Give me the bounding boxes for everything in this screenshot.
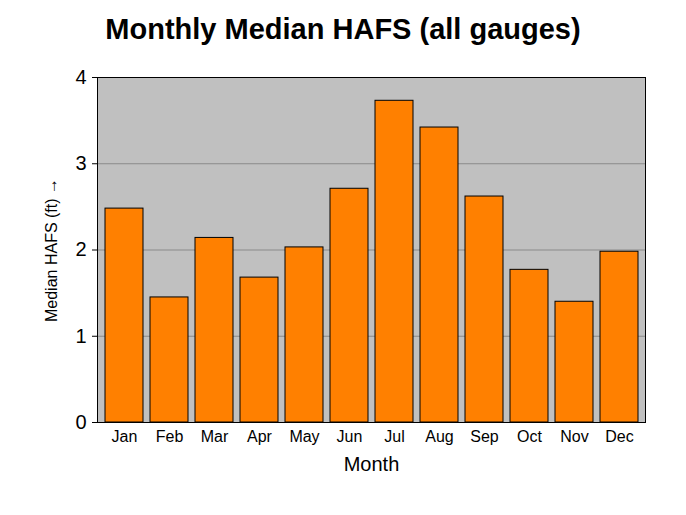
- svg-text:3: 3: [75, 152, 86, 174]
- svg-text:4: 4: [75, 66, 86, 88]
- svg-text:Feb: Feb: [156, 428, 184, 445]
- svg-text:Jan: Jan: [112, 428, 138, 445]
- svg-text:Month: Month: [344, 453, 400, 475]
- svg-text:Sep: Sep: [470, 428, 499, 445]
- html-text:Monthly Median HAFS (all gauge: Monthly Median HAFS (all gauges): [105, 13, 581, 45]
- svg-text:Median HAFS (ft) →: Median HAFS (ft) →: [43, 178, 60, 322]
- svg-text:2: 2: [75, 238, 86, 260]
- svg-text:Nov: Nov: [560, 428, 588, 445]
- svg-text:Mar: Mar: [201, 428, 229, 445]
- svg-text:Apr: Apr: [247, 428, 273, 445]
- svg-text:0: 0: [75, 411, 86, 433]
- svg-text:Oct: Oct: [517, 428, 542, 445]
- svg-text:Aug: Aug: [425, 428, 453, 445]
- svg-text:Jul: Jul: [384, 428, 404, 445]
- svg-text:May: May: [289, 428, 319, 445]
- svg-text:Jun: Jun: [337, 428, 363, 445]
- svg-text:1: 1: [75, 325, 86, 347]
- svg-text:Dec: Dec: [605, 428, 633, 445]
